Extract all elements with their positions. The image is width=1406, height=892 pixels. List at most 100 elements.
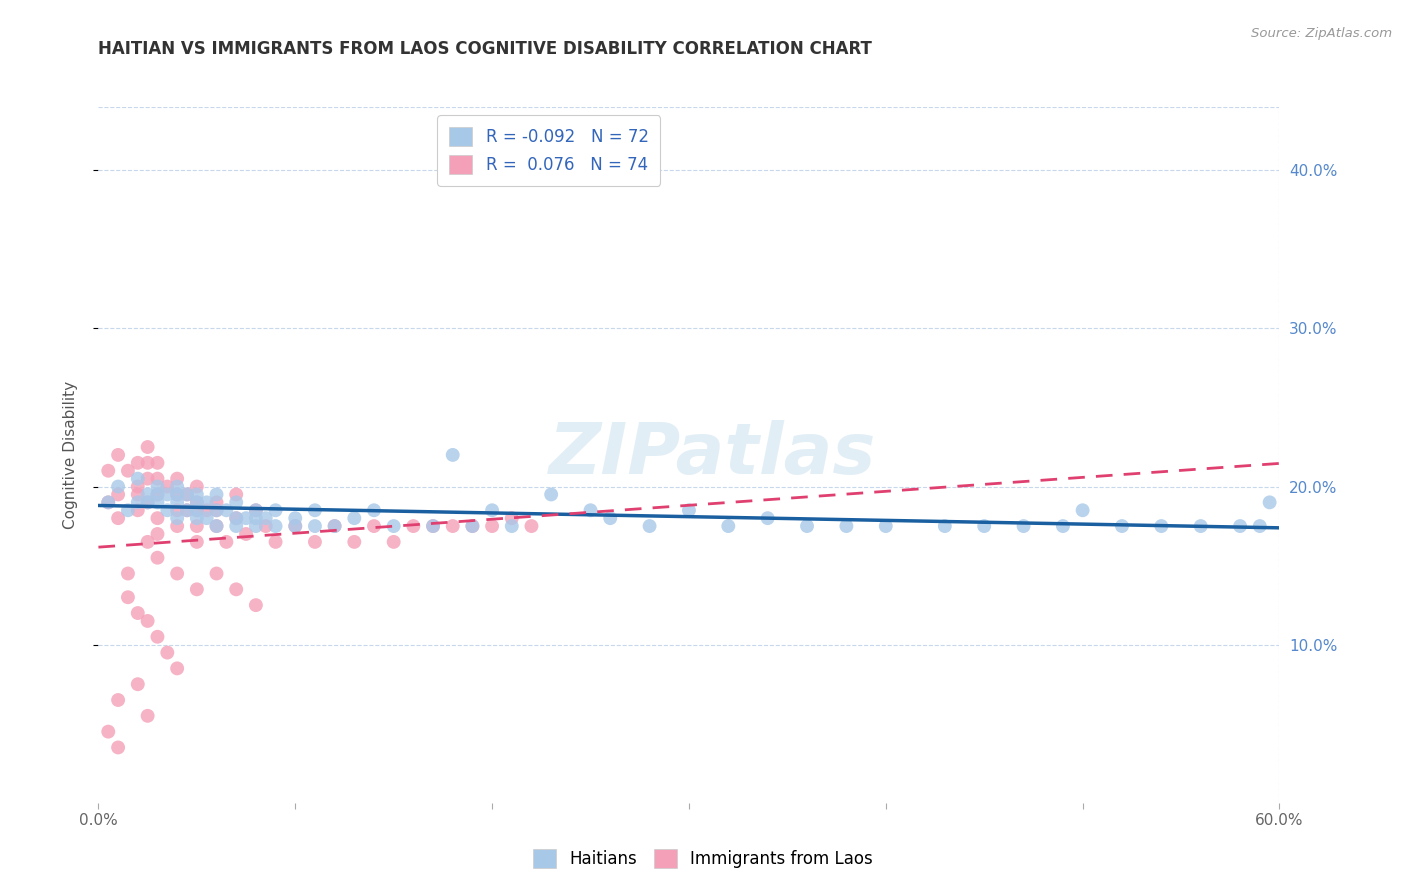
Point (136, 534, 159, 549)
Point (166, 495, 188, 509)
Point (156, 479, 179, 493)
Point (1071, 503, 1094, 517)
Point (1150, 519, 1173, 533)
Point (166, 661, 188, 675)
Point (195, 503, 218, 517)
Point (402, 519, 425, 533)
Point (146, 527, 169, 541)
Point (186, 511, 208, 525)
Point (205, 495, 228, 509)
Point (176, 487, 198, 501)
Point (1012, 519, 1035, 533)
Point (195, 495, 218, 509)
Point (245, 598, 267, 612)
Point (186, 534, 208, 549)
Point (97, 495, 120, 509)
Point (156, 487, 179, 501)
Point (136, 614, 159, 628)
Point (599, 511, 621, 525)
Point (146, 472, 169, 486)
Point (481, 503, 503, 517)
Point (117, 503, 139, 517)
Point (875, 519, 897, 533)
Point (107, 511, 129, 525)
Point (304, 503, 326, 517)
Point (186, 503, 208, 517)
Point (166, 566, 188, 581)
Point (195, 511, 218, 525)
Point (136, 487, 159, 501)
Point (973, 519, 995, 533)
Point (136, 456, 159, 470)
Point (254, 511, 277, 525)
Point (146, 495, 169, 509)
Point (225, 495, 247, 509)
Point (156, 503, 179, 517)
Point (117, 464, 139, 478)
Point (422, 519, 444, 533)
Point (205, 503, 228, 517)
Point (215, 503, 238, 517)
Point (97, 724, 120, 739)
Point (323, 519, 346, 533)
Point (225, 487, 247, 501)
Point (264, 519, 287, 533)
Point (304, 534, 326, 549)
Point (225, 511, 247, 525)
Point (363, 519, 385, 533)
Point (343, 511, 366, 525)
Point (166, 472, 188, 486)
Point (146, 550, 169, 565)
Point (461, 519, 484, 533)
Point (382, 534, 405, 549)
Point (146, 479, 169, 493)
Point (638, 519, 661, 533)
Point (136, 472, 159, 486)
Point (166, 511, 188, 525)
Point (107, 448, 129, 462)
Point (225, 519, 247, 533)
Point (441, 448, 464, 462)
Point (245, 503, 267, 517)
Point (1111, 519, 1133, 533)
Text: Source: ZipAtlas.com: Source: ZipAtlas.com (1251, 27, 1392, 40)
Point (205, 566, 228, 581)
Point (934, 519, 956, 533)
Point (136, 495, 159, 509)
Point (501, 511, 523, 525)
Point (176, 503, 198, 517)
Point (176, 503, 198, 517)
Point (422, 519, 444, 533)
Point (235, 511, 257, 525)
Point (117, 591, 139, 605)
Point (796, 519, 818, 533)
Point (343, 534, 366, 549)
Point (166, 519, 188, 533)
Point (97, 464, 120, 478)
Point (235, 527, 257, 541)
Point (756, 511, 779, 525)
Point (146, 630, 169, 644)
Point (136, 440, 159, 454)
Point (107, 740, 129, 755)
Point (156, 646, 179, 660)
Point (1229, 519, 1251, 533)
Text: ZIPatlas: ZIPatlas (548, 420, 876, 490)
Point (717, 519, 740, 533)
Point (186, 582, 208, 597)
Point (127, 472, 149, 486)
Point (835, 519, 858, 533)
Point (501, 519, 523, 533)
Point (284, 511, 307, 525)
Point (146, 456, 169, 470)
Text: HAITIAN VS IMMIGRANTS FROM LAOS COGNITIVE DISABILITY CORRELATION CHART: HAITIAN VS IMMIGRANTS FROM LAOS COGNITIV… (98, 40, 872, 58)
Point (382, 519, 405, 533)
Point (284, 519, 307, 533)
Point (441, 519, 464, 533)
Point (97, 495, 120, 509)
Point (186, 495, 208, 509)
Point (136, 495, 159, 509)
Point (461, 519, 484, 533)
Point (166, 479, 188, 493)
Point (186, 479, 208, 493)
